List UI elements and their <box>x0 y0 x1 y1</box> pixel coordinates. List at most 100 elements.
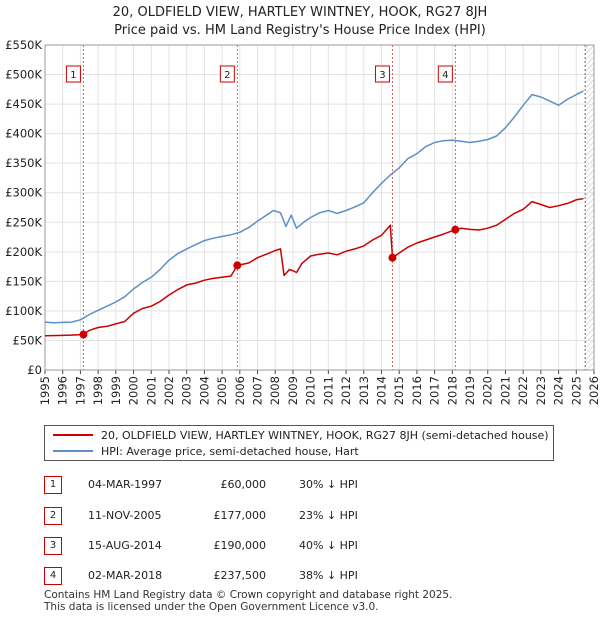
y-tick-label: £500K <box>5 68 42 82</box>
event-price: £60,000 <box>220 478 267 491</box>
event-id-badge: 2 <box>44 507 62 525</box>
x-tick-label: 2019 <box>463 376 477 405</box>
event-label-number: 4 <box>442 70 448 81</box>
y-tick-label: £300K <box>5 186 42 200</box>
event-row: 4 02-MAR-2018 £237,500 38% ↓ HPI <box>44 567 564 585</box>
x-tick-label: 1998 <box>91 376 105 405</box>
event-label-box <box>374 65 390 83</box>
event-date: 11-NOV-2005 <box>88 509 162 522</box>
legend-item-property: 20, OLDFIELD VIEW, HARTLEY WINTNEY, HOOK… <box>53 427 549 443</box>
footer-copyright: Contains HM Land Registry data © Crown c… <box>44 589 453 601</box>
x-tick-label: 2005 <box>215 376 229 405</box>
price-chart: £0 £50K £100K £150K £200K £250K £300K £350K £400… <box>5 38 600 405</box>
event-price: £237,500 <box>213 569 267 582</box>
sale-marker <box>233 261 242 270</box>
legend-swatch-property <box>53 434 93 436</box>
event-id-badge: 1 <box>44 476 62 494</box>
x-tick-label: 2024 <box>552 376 566 405</box>
plot-frame <box>44 44 595 371</box>
y-tick-label: £0 <box>27 363 42 377</box>
x-tick-label: 2013 <box>357 376 371 405</box>
event-row: 3 15-AUG-2014 £190,000 40% ↓ HPI <box>44 537 564 555</box>
event-label-box <box>65 65 81 83</box>
event-price: £177,000 <box>213 509 267 522</box>
x-tick-label: 2002 <box>162 376 176 405</box>
x-tick-label: 1997 <box>73 376 87 405</box>
y-tick-label: £450K <box>5 97 42 111</box>
x-tick-label: 2026 <box>587 376 600 405</box>
event-hpi-delta: 30% ↓ HPI <box>299 478 358 491</box>
footer-attribution: Contains HM Land Registry data © Crown c… <box>44 589 452 613</box>
chart-subtitle: Price paid vs. HM Land Registry's House … <box>114 23 486 38</box>
y-tick-label: £50K <box>13 333 43 347</box>
legend-label-property: 20, OLDFIELD VIEW, HARTLEY WINTNEY, HOOK… <box>101 428 549 442</box>
y-tick-label: £100K <box>5 304 42 318</box>
event-hpi-delta: 40% ↓ HPI <box>299 539 358 552</box>
y-tick-label: £350K <box>5 156 42 170</box>
event-row: 1 04-MAR-1997 £60,000 30% ↓ HPI <box>44 476 564 494</box>
series-line-hpi <box>44 90 584 324</box>
event-id-badge: 3 <box>44 537 62 555</box>
event-hpi-delta: 38% ↓ HPI <box>299 569 358 582</box>
legend-item-hpi: HPI: Average price, semi-detached house,… <box>53 443 359 459</box>
event-label-box <box>437 65 453 83</box>
x-tick-label: 2012 <box>339 376 353 405</box>
chart-title: 20, OLDFIELD VIEW, HARTLEY WINTNEY, HOOK… <box>112 5 488 20</box>
x-tick-label: 1996 <box>56 376 70 405</box>
chart-legend: 20, OLDFIELD VIEW, HARTLEY WINTNEY, HOOK… <box>44 425 554 461</box>
x-tick-label: 2015 <box>392 376 406 405</box>
sale-marker <box>388 253 397 262</box>
x-tick-label: 2023 <box>534 376 548 405</box>
event-row: 2 11-NOV-2005 £177,000 23% ↓ HPI <box>44 507 564 525</box>
y-tick-label: £200K <box>5 245 42 259</box>
x-tick-label: 2016 <box>410 376 424 405</box>
x-tick-label: 2007 <box>251 376 265 405</box>
series-line-property <box>44 197 584 337</box>
sale-marker <box>79 330 88 339</box>
chart-markers <box>79 225 460 339</box>
x-tick-label: 2004 <box>197 376 211 405</box>
event-label-number: 1 <box>70 70 76 81</box>
forecast-hatch <box>585 45 594 370</box>
x-tick-label: 2008 <box>268 376 282 405</box>
y-tick-label: £250K <box>5 215 42 229</box>
legend-label-hpi: HPI: Average price, semi-detached house,… <box>101 444 359 458</box>
y-tick-label: £150K <box>5 274 42 288</box>
event-lines <box>82 45 586 370</box>
event-label-number: 3 <box>379 70 385 81</box>
event-date: 15-AUG-2014 <box>88 539 162 552</box>
chart-series <box>44 90 584 337</box>
x-tick-label: 2011 <box>321 376 335 405</box>
x-tick-label: 2000 <box>127 376 141 405</box>
chart-grid <box>44 44 595 371</box>
event-price: £190,000 <box>213 539 267 552</box>
x-tick-label: 2021 <box>498 376 512 405</box>
event-label-box <box>219 65 235 83</box>
x-tick-label: 2010 <box>304 376 318 405</box>
event-date: 04-MAR-1997 <box>88 478 163 491</box>
chart-title-block: 20, OLDFIELD VIEW, HARTLEY WINTNEY, HOOK… <box>0 4 600 40</box>
x-tick-label: 1995 <box>38 376 52 405</box>
x-tick-label: 2014 <box>374 376 388 405</box>
event-labels: 1 2 3 4 <box>65 65 453 83</box>
event-date: 02-MAR-2018 <box>88 569 163 582</box>
x-tick-label: 2001 <box>144 376 158 405</box>
legend-swatch-hpi <box>53 450 93 452</box>
y-tick-label: £550K <box>5 38 42 52</box>
x-tick-label: 2006 <box>233 376 247 405</box>
sale-marker <box>451 225 460 234</box>
footer-licence: This data is licensed under the Open Gov… <box>44 601 379 613</box>
x-tick-label: 2009 <box>286 376 300 405</box>
event-hpi-delta: 23% ↓ HPI <box>299 509 358 522</box>
x-tick-label: 2022 <box>516 376 530 405</box>
x-tick-label: 1999 <box>109 376 123 405</box>
forecast-hatch-area <box>585 45 594 370</box>
x-tick-label: 2025 <box>569 376 583 405</box>
x-tick-label: 2003 <box>180 376 194 405</box>
chart-axes: £0 £50K £100K £150K £200K £250K £300K £350K £400… <box>5 38 600 405</box>
x-tick-label: 2020 <box>481 376 495 405</box>
event-id-badge: 4 <box>44 567 62 585</box>
x-tick-label: 2018 <box>445 376 459 405</box>
y-tick-label: £400K <box>5 127 42 141</box>
event-label-number: 2 <box>224 70 230 81</box>
